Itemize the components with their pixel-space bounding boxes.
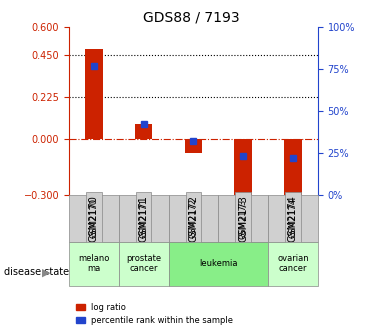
Text: GSM2170: GSM2170	[89, 195, 99, 242]
Text: GSM2172: GSM2172	[189, 198, 198, 239]
Bar	[234, 139, 252, 199]
FancyBboxPatch shape	[268, 242, 318, 286]
Bar	[85, 49, 103, 139]
FancyBboxPatch shape	[169, 242, 268, 286]
Text: ovarian
cancer: ovarian cancer	[277, 254, 309, 274]
FancyBboxPatch shape	[119, 242, 169, 286]
Bar	[185, 139, 202, 153]
Bar	[284, 139, 302, 198]
Text: GSM2172: GSM2172	[188, 195, 198, 242]
Text: disease state: disease state	[4, 267, 69, 277]
Text: prostate
cancer: prostate cancer	[126, 254, 161, 274]
FancyBboxPatch shape	[119, 195, 169, 242]
Text: GSM2171: GSM2171	[139, 198, 148, 239]
Text: ▶: ▶	[42, 267, 50, 277]
Text: GSM2174: GSM2174	[288, 198, 298, 239]
Bar	[135, 124, 152, 139]
Text: GSM2173: GSM2173	[238, 195, 248, 242]
Legend: log ratio, percentile rank within the sample: log ratio, percentile rank within the sa…	[73, 300, 237, 329]
FancyBboxPatch shape	[268, 195, 318, 242]
FancyBboxPatch shape	[69, 195, 119, 242]
Text: melano
ma: melano ma	[78, 254, 110, 274]
Text: GSM2174: GSM2174	[288, 195, 298, 242]
FancyBboxPatch shape	[169, 195, 218, 242]
Text: leukemia: leukemia	[199, 259, 237, 268]
Text: GSM2171: GSM2171	[139, 195, 149, 242]
FancyBboxPatch shape	[218, 195, 268, 242]
Text: GSM2170: GSM2170	[89, 198, 98, 239]
Text: GSM2173: GSM2173	[239, 198, 248, 239]
FancyBboxPatch shape	[69, 242, 119, 286]
Text: GDS88 / 7193: GDS88 / 7193	[143, 10, 240, 24]
